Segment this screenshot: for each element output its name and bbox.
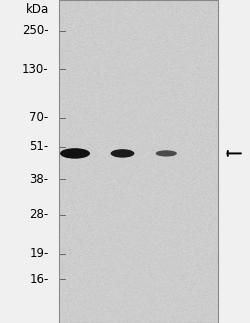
Text: kDa: kDa (26, 3, 49, 16)
Text: 16-: 16- (30, 273, 49, 286)
Text: 70-: 70- (30, 111, 49, 124)
Ellipse shape (110, 149, 134, 158)
Ellipse shape (156, 150, 177, 157)
Text: 250-: 250- (22, 24, 49, 37)
Text: 51-: 51- (30, 141, 49, 153)
Bar (59, 0, 218, 323)
Text: 130-: 130- (22, 63, 49, 76)
Text: 38-: 38- (30, 173, 49, 186)
Text: 19-: 19- (30, 247, 49, 260)
Text: 28-: 28- (30, 208, 49, 221)
Ellipse shape (60, 148, 90, 159)
